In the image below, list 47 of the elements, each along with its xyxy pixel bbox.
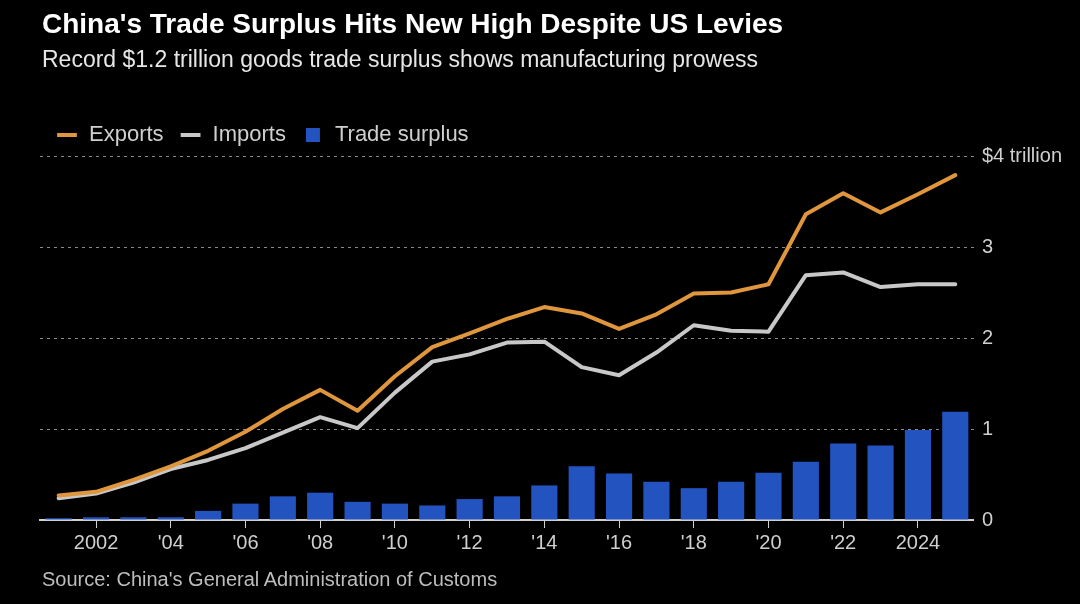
y-tick-label: 1 — [981, 416, 994, 439]
bar — [942, 411, 969, 520]
x-tick-label: '20 — [755, 530, 782, 553]
x-tick-label: '08 — [307, 530, 334, 553]
x-tick-label: '18 — [680, 530, 707, 553]
y-tick-label: $4 trillion — [981, 143, 1063, 166]
bar — [568, 466, 595, 520]
bar — [830, 443, 857, 520]
bar — [232, 503, 259, 520]
legend-label: Trade surplus — [334, 121, 469, 147]
x-tick-label: '10 — [381, 530, 408, 553]
bar — [344, 501, 371, 520]
bar — [195, 510, 222, 520]
x-tick-label: 2024 — [895, 530, 941, 553]
bar — [718, 481, 745, 520]
source-note: Source: China's General Administration of Customs — [42, 568, 498, 591]
y-tick-label: 3 — [981, 234, 994, 257]
bar — [605, 473, 633, 520]
bar — [307, 492, 334, 520]
x-tick-label: 2002 — [73, 530, 119, 553]
bar — [269, 496, 296, 520]
legend-label: Imports — [212, 121, 286, 147]
bar — [867, 445, 894, 520]
bar — [419, 505, 446, 520]
x-tick-label: '16 — [606, 530, 633, 553]
bar — [120, 517, 147, 520]
x-tick-label: '22 — [830, 530, 857, 553]
bar — [680, 488, 707, 520]
bar — [82, 517, 110, 520]
legend-label: Exports — [89, 121, 164, 147]
bar — [381, 503, 408, 520]
bar — [792, 461, 819, 520]
bar — [456, 499, 483, 520]
bar — [531, 485, 558, 520]
bar — [643, 481, 670, 520]
bar — [755, 472, 782, 520]
chart-title: China's Trade Surplus Hits New High Despite US Levies — [42, 8, 784, 40]
x-tick-label: '06 — [232, 530, 259, 553]
y-tick-label: 2 — [981, 325, 994, 348]
bar — [493, 496, 521, 520]
bar — [904, 429, 931, 520]
x-tick-label: '14 — [531, 530, 558, 553]
x-tick-label: '04 — [157, 530, 184, 553]
chart-subtitle: Record $1.2 trillion goods trade surplus shows manufacturing prowess — [42, 46, 758, 73]
x-tick-label: '12 — [456, 530, 483, 553]
bar — [157, 517, 184, 520]
y-tick-label: 0 — [981, 507, 994, 530]
